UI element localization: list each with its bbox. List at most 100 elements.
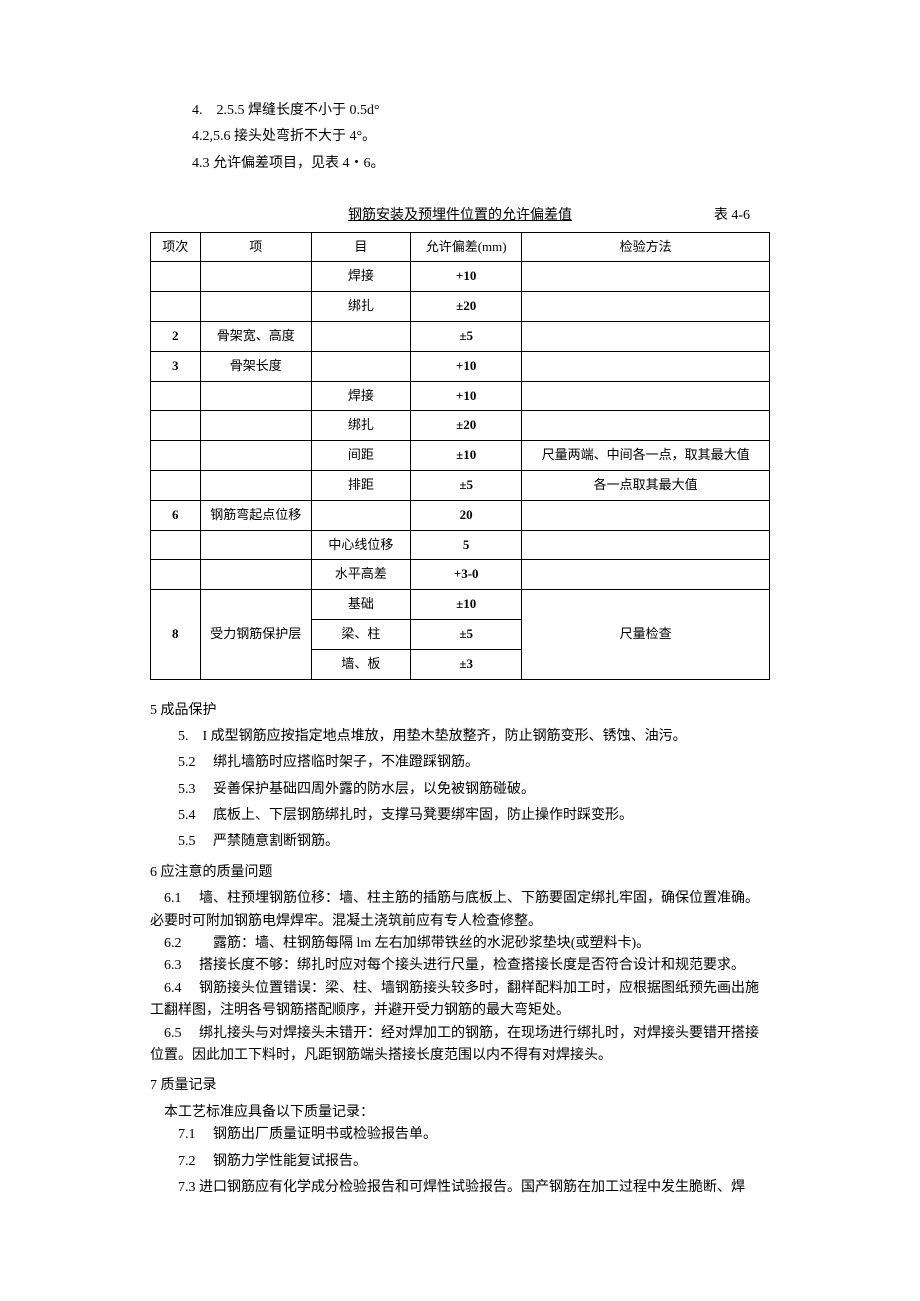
cell-item1: 受力钢筋保护层	[200, 590, 311, 679]
section-5-heading: 5 成品保护	[150, 700, 770, 722]
para-425-5: 4. 2.5.5 焊缝长度不小于 0.5d°	[150, 100, 770, 122]
cell-method: 各一点取其最大值	[522, 470, 770, 500]
cell-item2	[311, 500, 410, 530]
th-num: 项次	[151, 232, 201, 262]
cell-item2: 焊接	[311, 381, 410, 411]
cell-item1	[200, 262, 311, 292]
top-section: 4. 2.5.5 焊缝长度不小于 0.5d° 4.2,5.6 接头处弯折不大于 …	[150, 100, 770, 175]
section-6: 6 应注意的质量问题 6.1 墙、柱预埋钢筋位移：墙、柱主筋的插筋与底板上、下筋…	[150, 862, 770, 1068]
cell-deviation: +10	[410, 351, 521, 381]
section-7-intro: 本工艺标准应具备以下质量记录：	[150, 1102, 770, 1124]
cell-num: 6	[151, 500, 201, 530]
table-title: 钢筋安装及预埋件位置的允许偏差值	[348, 205, 572, 227]
cell-deviation: ±5	[410, 321, 521, 351]
section-5: 5 成品保护 5. I 成型钢筋应按指定地点堆放，用垫木垫放整齐，防止钢筋变形、…	[150, 700, 770, 854]
cell-num	[151, 411, 201, 441]
cell-num	[151, 560, 201, 590]
th-item1: 项	[200, 232, 311, 262]
cell-method	[522, 321, 770, 351]
section-6-item: 6.5 绑扎接头与对焊接头未错开：经对焊加工的钢筋，在现场进行绑扎时，对焊接头要…	[150, 1023, 770, 1068]
cell-num: 2	[151, 321, 201, 351]
cell-item2	[311, 351, 410, 381]
cell-deviation: +3-0	[410, 560, 521, 590]
cell-item2: 焊接	[311, 262, 410, 292]
cell-item1	[200, 411, 311, 441]
section-5-item: 5.3 妥善保护基础四周外露的防水层，以免被钢筋碰破。	[150, 779, 770, 801]
table-header-row: 项次 项 目 允许偏差(mm) 检验方法	[151, 232, 770, 262]
cell-item2: 水平高差	[311, 560, 410, 590]
cell-deviation: ±10	[410, 590, 521, 620]
table-row: 绑扎±20	[151, 411, 770, 441]
th-deviation: 允许偏差(mm)	[410, 232, 521, 262]
deviation-table: 项次 项 目 允许偏差(mm) 检验方法 焊接+10绑扎±202骨架宽、高度±5…	[150, 232, 770, 680]
table-title-row: 钢筋安装及预埋件位置的允许偏差值 表 4-6	[150, 205, 770, 227]
cell-num	[151, 381, 201, 411]
section-6-item: 6.4 钢筋接头位置错误：梁、柱、墙钢筋接头较多时，翻样配料加工时，应根据图纸预…	[150, 978, 770, 1023]
cell-deviation: 5	[410, 530, 521, 560]
section-7: 7 质量记录 本工艺标准应具备以下质量记录： 7.1 钢筋出厂质量证明书或检验报…	[150, 1075, 770, 1199]
cell-item2: 绑扎	[311, 292, 410, 322]
section-7-item: 7.3 进口钢筋应有化学成分检验报告和可焊性试验报告。国产钢筋在加工过程中发生脆…	[150, 1177, 770, 1199]
cell-num	[151, 441, 201, 471]
section-6-item: 6.1 墙、柱预埋钢筋位移：墙、柱主筋的插筋与底板上、下筋要固定绑扎牢固，确保位…	[150, 888, 770, 933]
cell-deviation: +10	[410, 381, 521, 411]
cell-method	[522, 292, 770, 322]
para-425-6: 4.2,5.6 接头处弯折不大于 4°。	[150, 126, 770, 148]
cell-item1	[200, 470, 311, 500]
cell-num	[151, 292, 201, 322]
table-row: 焊接+10	[151, 381, 770, 411]
cell-item2	[311, 321, 410, 351]
section-7-item: 7.1 钢筋出厂质量证明书或检验报告单。	[150, 1124, 770, 1146]
cell-item1	[200, 560, 311, 590]
cell-method: 尺量两端、中间各一点，取其最大值	[522, 441, 770, 471]
section-5-item: 5.4 底板上、下层钢筋绑扎时，支撑马凳要绑牢固，防止操作时踩变形。	[150, 805, 770, 827]
table-row: 2骨架宽、高度±5	[151, 321, 770, 351]
cell-item2: 梁、柱	[311, 619, 410, 649]
cell-deviation: ±10	[410, 441, 521, 471]
cell-num	[151, 262, 201, 292]
section-6-heading: 6 应注意的质量问题	[150, 862, 770, 884]
cell-item2: 绑扎	[311, 411, 410, 441]
cell-num: 3	[151, 351, 201, 381]
cell-item1: 钢筋弯起点位移	[200, 500, 311, 530]
cell-item1	[200, 441, 311, 471]
section-5-item: 5. I 成型钢筋应按指定地点堆放，用垫木垫放整齐，防止钢筋变形、锈蚀、油污。	[150, 726, 770, 748]
cell-method	[522, 351, 770, 381]
cell-item2: 中心线位移	[311, 530, 410, 560]
cell-item2: 基础	[311, 590, 410, 620]
cell-deviation: 20	[410, 500, 521, 530]
cell-item2: 墙、板	[311, 649, 410, 679]
cell-item1: 骨架长度	[200, 351, 311, 381]
cell-deviation: ±3	[410, 649, 521, 679]
cell-item2: 间距	[311, 441, 410, 471]
cell-deviation: ±5	[410, 619, 521, 649]
table-number: 表 4-6	[714, 205, 750, 227]
section-5-item: 5.2 绑扎墙筋时应搭临时架子，不准蹬踩钢筋。	[150, 752, 770, 774]
cell-num	[151, 470, 201, 500]
th-method: 检验方法	[522, 232, 770, 262]
para-43: 4.3 允许偏差项目，见表 4・6。	[150, 153, 770, 175]
cell-num	[151, 530, 201, 560]
cell-method	[522, 500, 770, 530]
table-row: 中心线位移5	[151, 530, 770, 560]
table-row: 3骨架长度 +10	[151, 351, 770, 381]
cell-item2: 排距	[311, 470, 410, 500]
cell-method	[522, 530, 770, 560]
table-row: 间距±10尺量两端、中间各一点，取其最大值	[151, 441, 770, 471]
cell-item1	[200, 530, 311, 560]
cell-item1	[200, 292, 311, 322]
section-5-item: 5.5 严禁随意割断钢筋。	[150, 831, 770, 853]
table-row: 焊接+10	[151, 262, 770, 292]
cell-item1	[200, 381, 311, 411]
section-6-item: 6.2 露筋：墙、柱钢筋每隔 lm 左右加绑带铁丝的水泥砂浆垫块(或塑料卡)。	[150, 933, 770, 955]
cell-method	[522, 381, 770, 411]
th-item2: 目	[311, 232, 410, 262]
table-row: 8受力钢筋保护层基础±10尺量检查	[151, 590, 770, 620]
cell-method: 尺量检查	[522, 590, 770, 679]
cell-num: 8	[151, 590, 201, 679]
cell-deviation: ±5	[410, 470, 521, 500]
cell-deviation: ±20	[410, 292, 521, 322]
section-7-item: 7.2 钢筋力学性能复试报告。	[150, 1151, 770, 1173]
cell-deviation: +10	[410, 262, 521, 292]
table-row: 6钢筋弯起点位移 20	[151, 500, 770, 530]
